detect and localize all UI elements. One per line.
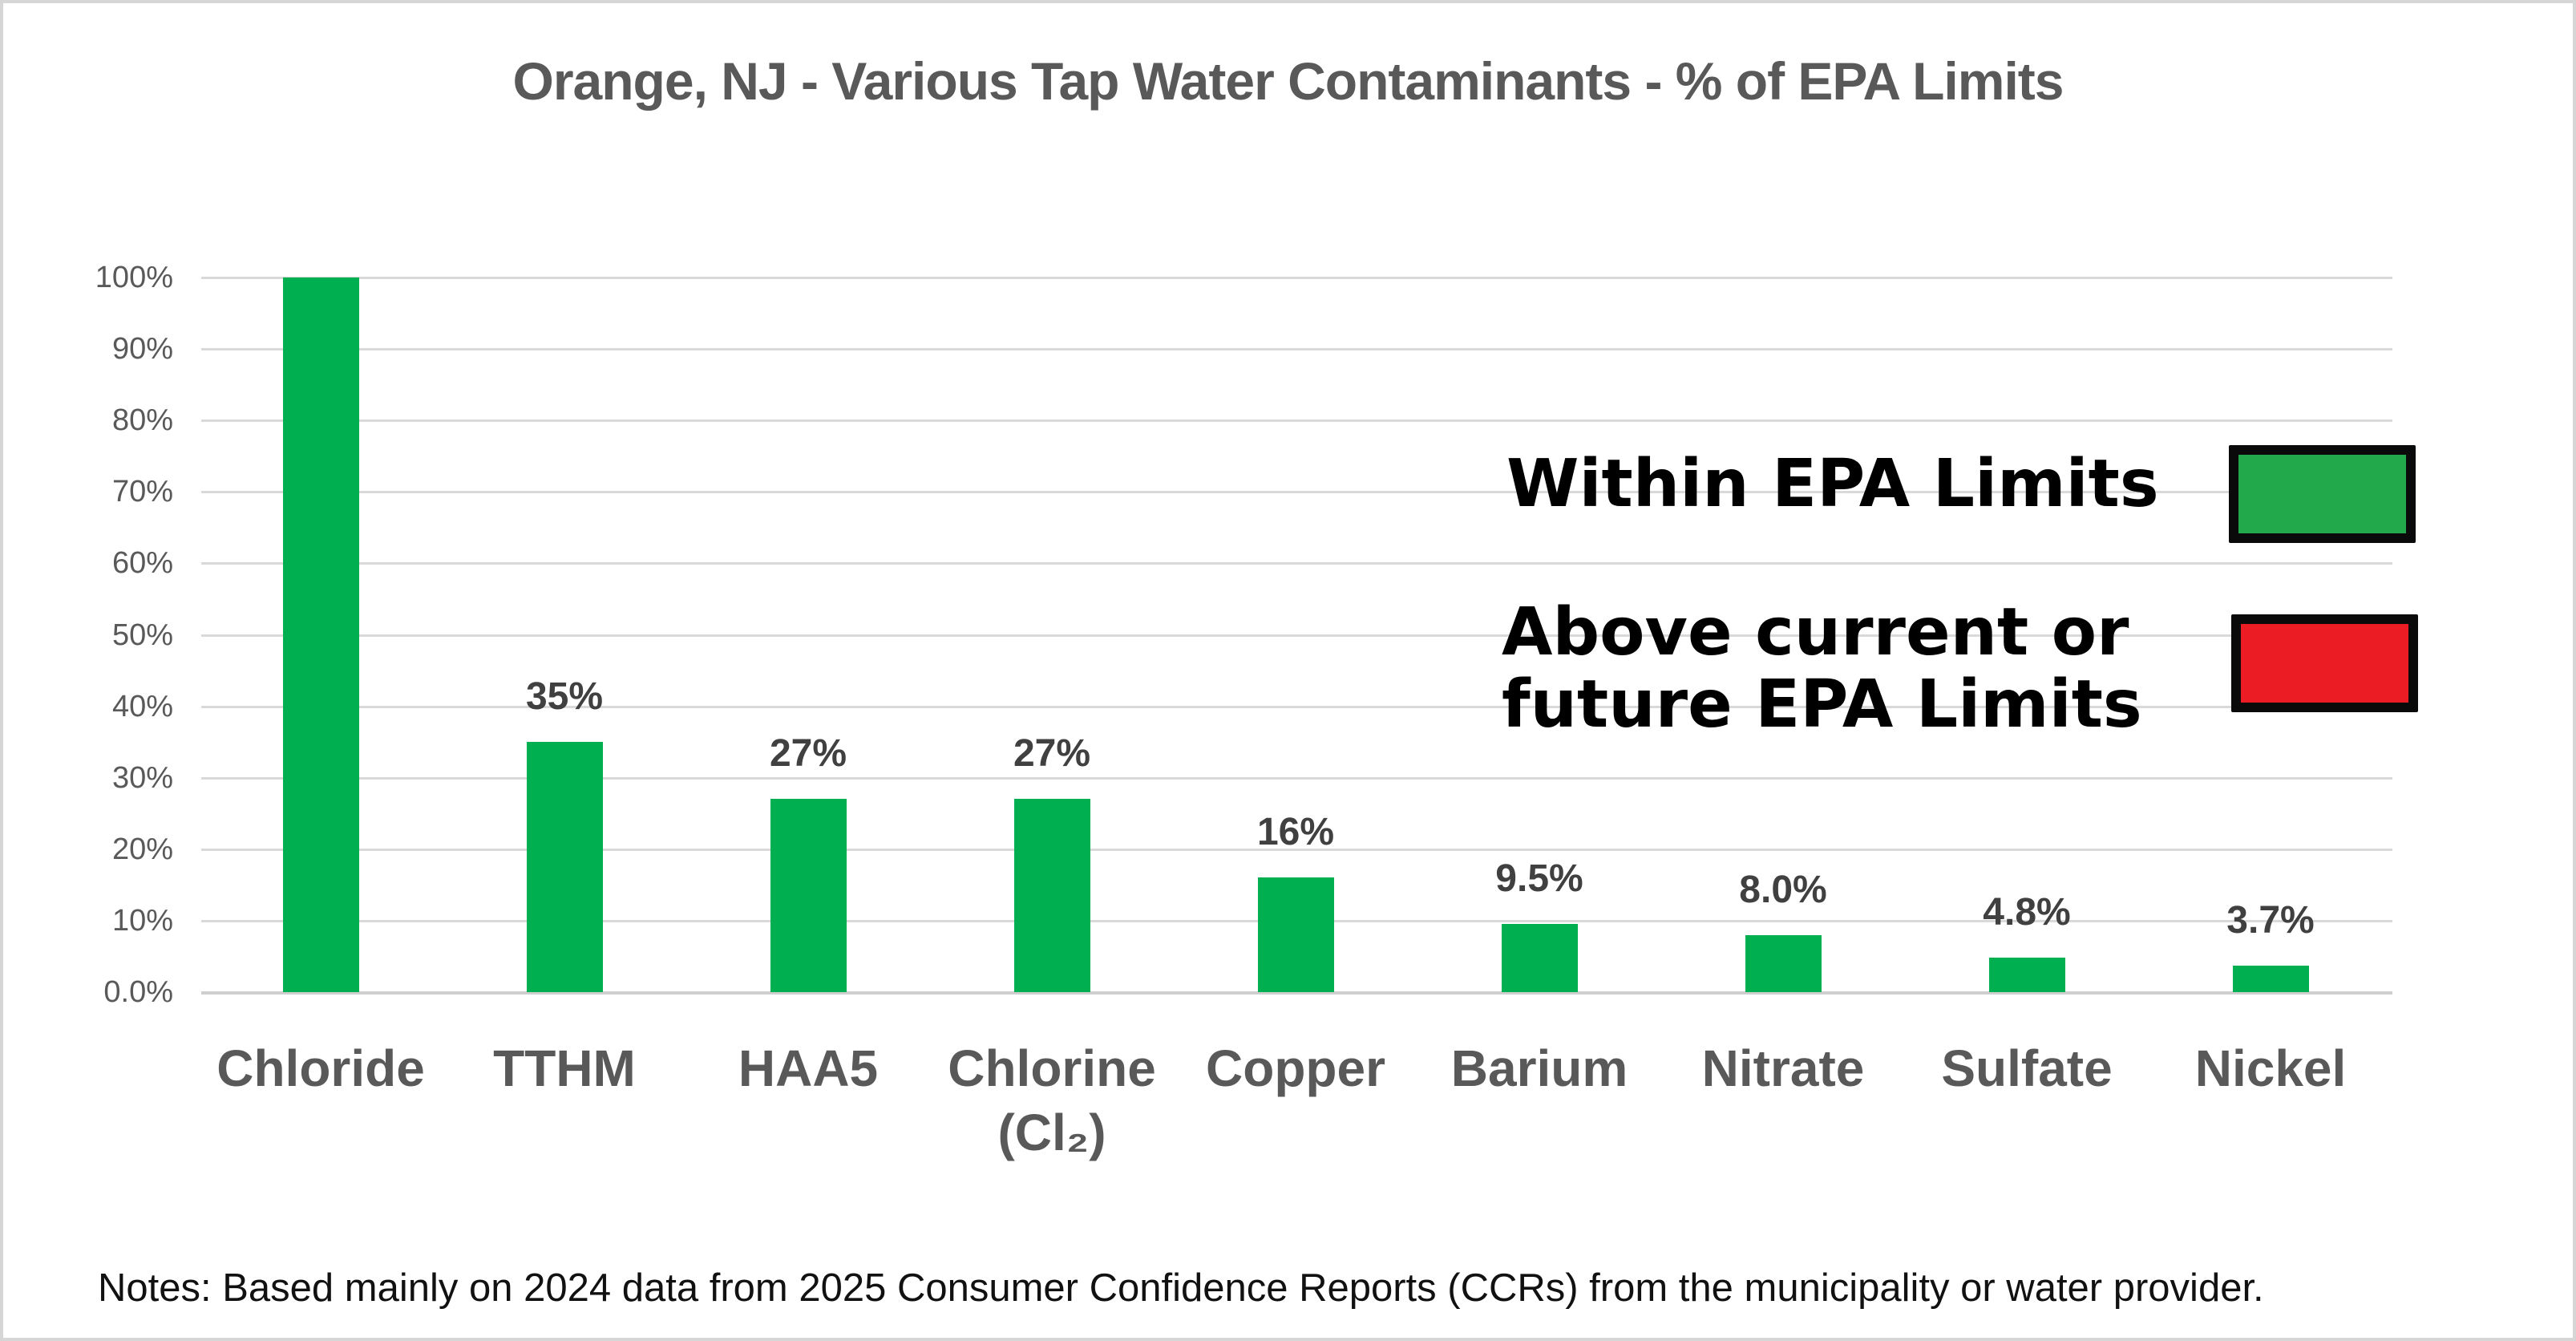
x-axis-category-label-nickel: Nickel [2194,1039,2347,1097]
bar-value-label-sulfate: 4.8% [1983,891,2071,934]
legend-swatch-green [2229,445,2416,543]
gridline [201,348,2392,351]
bar-value-label-haa5: 27% [769,732,847,776]
bar-nickel [2232,966,2309,992]
legend-swatch-red [2231,614,2418,712]
bar-haa5 [770,799,847,992]
gridline [201,562,2392,565]
plot-area: 35% 27% 27% 16% 9.5% 8.0% 4.8% 3.7% [201,277,2392,995]
chart-title: Orange, NJ - Various Tap Water Contamina… [512,51,2064,111]
bar-value-label-copper: 16% [1256,811,1335,854]
x-axis-category-label-copper: Copper [1206,1039,1385,1097]
x-axis-category-label-haa5: HAA5 [738,1039,879,1097]
bar-copper [1257,877,1334,992]
bar-chlorine [1013,799,1090,992]
notes-text: Notes: Based mainly on 2024 data from 20… [98,1266,2264,1310]
legend-label-above-epa-limits: Above current or future EPA Limits [1502,594,2142,743]
bar-sulfate [1988,958,2065,992]
y-axis-tick-label: 20% [111,832,173,866]
y-axis-tick-label: 10% [111,903,173,938]
y-axis-tick-label: 60% [111,546,173,581]
y-axis-tick-label: 100% [95,261,173,294]
bar-nitrate [1745,934,1822,992]
bar-value-label-nitrate: 8.0% [1739,868,1827,911]
x-axis-category-label-chloride: Chloride [216,1039,425,1097]
x-axis-category-label-nitrate: Nitrate [1701,1039,1865,1097]
y-axis-tick-label: 50% [111,618,173,652]
gridline [201,277,2392,279]
y-axis-tick-label: 70% [111,475,173,509]
y-axis-tick-label: 90% [111,332,173,367]
gridline [201,991,2392,995]
bar-value-label-nickel: 3.7% [2226,899,2315,942]
x-axis-category-label-tthm: TTHM [493,1039,636,1097]
x-axis-category-label-sulfate: Sulfate [1941,1039,2113,1097]
gridline [201,419,2392,423]
y-axis-tick-label: 0.0% [103,975,173,1009]
gridline [201,491,2392,494]
bar-barium [1501,924,1578,992]
gridline [201,634,2392,637]
bar-value-label-barium: 9.5% [1495,857,1583,901]
gridline [201,776,2392,780]
bar-chloride [282,278,359,992]
bar-tthm [526,742,603,992]
legend-label-within-epa-limits: Within EPA Limits [1506,446,2159,522]
bar-value-label-tthm: 35% [525,675,604,719]
y-axis-tick-label: 30% [111,760,173,795]
gridline [201,705,2392,708]
x-axis-category-label-barium: Barium [1450,1039,1628,1097]
y-axis-tick-label: 40% [111,689,173,723]
gridline [201,848,2392,851]
bar-value-label-chlorine: 27% [1013,732,1091,776]
x-axis-category-label-chlorine: Chlorine (Cl₂) [948,1039,1156,1161]
y-axis-tick-label: 80% [111,403,173,438]
